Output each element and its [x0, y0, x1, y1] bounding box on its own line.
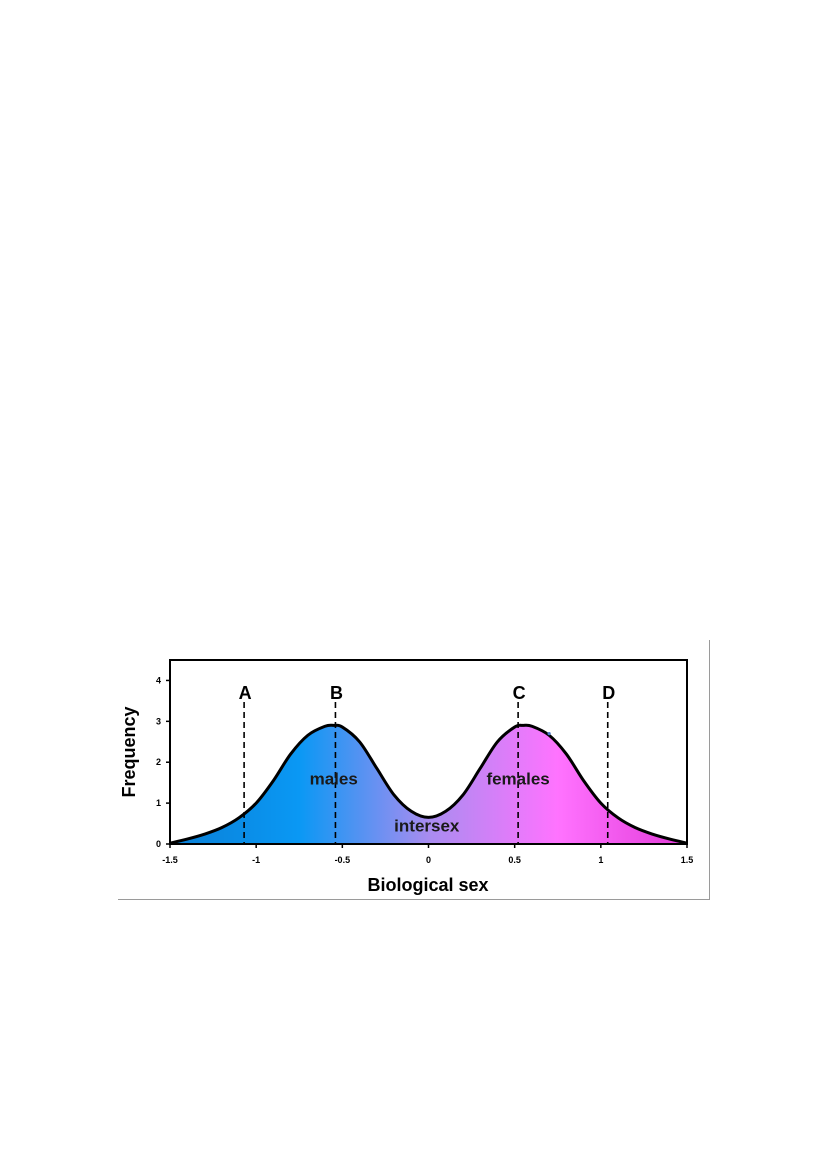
distribution-fill	[170, 725, 687, 844]
y-tick-label: 0	[156, 839, 161, 849]
x-axis-title: Biological sex	[367, 875, 488, 895]
reference-label-b: B	[330, 683, 343, 703]
x-tick-label: 0.5	[508, 855, 521, 865]
x-tick-label: -1	[252, 855, 260, 865]
region-label-females: females	[486, 770, 549, 789]
y-tick-label: 2	[156, 757, 161, 767]
distribution-curve	[169, 723, 688, 845]
distribution-area-layer	[169, 723, 688, 845]
x-tick-label: -0.5	[335, 855, 351, 865]
y-axis-title: Frequency	[119, 706, 139, 797]
region-label-intersex: intersex	[394, 817, 460, 836]
reference-lines: A B C D	[239, 683, 615, 844]
figure-frame: A B C D males intersex females -1.5 -1 -0.5 0 0.5…	[118, 640, 710, 900]
x-tick-label: 0	[426, 855, 431, 865]
region-annotations: males intersex females	[310, 770, 550, 836]
reference-label-a: A	[239, 683, 252, 703]
reference-label-c: C	[513, 683, 526, 703]
chart: A B C D males intersex females -1.5 -1 -0.5 0 0.5…	[119, 659, 693, 895]
axis-ticks: -1.5 -1 -0.5 0 0.5 1 1.5 0 1 2 3 4	[156, 675, 693, 865]
x-tick-label: 1.5	[681, 855, 694, 865]
y-tick-label: 1	[156, 798, 161, 808]
region-label-males: males	[310, 770, 358, 789]
reference-label-d: D	[602, 683, 615, 703]
x-tick-label: -1.5	[162, 855, 178, 865]
stray-data-point	[547, 732, 551, 736]
x-tick-label: 1	[598, 855, 603, 865]
y-tick-label: 4	[156, 675, 161, 685]
y-tick-label: 3	[156, 716, 161, 726]
